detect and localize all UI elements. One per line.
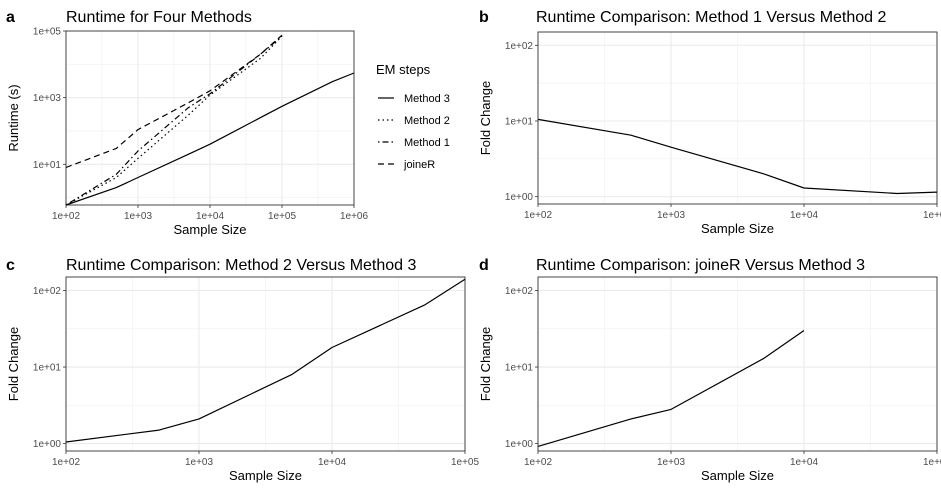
panel-tag: a [6,9,15,26]
y-tick-label: 1e+00 [33,439,62,450]
x-tick-label: 1e+04 [318,457,347,468]
y-tick-label: 1e+01 [33,160,62,171]
y-tick-label: 1e+02 [33,286,62,297]
x-tick-label: 1e+02 [524,210,553,221]
y-axis-title: Fold Change [478,81,493,155]
panel-border [537,276,938,452]
x-tick-label: 1e+02 [52,211,81,222]
y-tick-label: 1e+02 [505,286,534,297]
series-line-method-1 [65,35,283,206]
chart-panel-c: c Runtime Comparison: Method 2 Versus Met… [6,257,479,483]
y-tick-label: 1e+02 [505,41,534,52]
y-tick-label: 1e+03 [33,93,62,104]
legend-label: joineR [403,159,435,171]
x-tick-label: 1e+04 [196,211,225,222]
legend-title: EM steps [376,62,431,77]
y-axis-title: Fold Change [6,327,21,401]
x-tick-label: 1e+03 [657,210,686,221]
series-line-joiner [65,34,283,169]
chart-panel-b: b Runtime Comparison: Method 1 Versus Met… [478,9,941,236]
x-tick-label: 1e+04 [790,210,819,221]
x-tick-label: 1e+03 [124,211,153,222]
panel-border [537,31,938,205]
y-tick-label: 1e+00 [505,439,534,450]
series-line-method-3 [65,72,355,206]
y-tick-label: 1e+05 [33,27,62,38]
chart-title: Runtime Comparison: Method 1 Versus Meth… [536,9,887,26]
x-axis-title: Sample Size [701,468,774,483]
legend-label: Method 2 [404,115,450,127]
legend-label: Method 1 [404,137,450,149]
x-tick-label: 1e+05 [923,457,941,468]
legend-label: Method 3 [404,93,450,105]
x-tick-label: 1e+05 [268,211,297,222]
panel-border [65,30,355,206]
chart-panel-d: d Runtime Comparison: joineR Versus Metho… [478,257,941,483]
x-tick-label: 1e+05 [451,457,480,468]
chart-panel-a: a Runtime for Four Methods 1e+02 1e+03 1e+04… [6,9,450,237]
x-tick-label: 1e+02 [52,457,81,468]
y-axis-title: Runtime (s) [6,84,21,151]
x-tick-label: 1e+03 [185,457,214,468]
x-axis-title: Sample Size [174,222,247,237]
chart-title: Runtime Comparison: Method 2 Versus Meth… [66,257,417,274]
x-axis-title: Sample Size [701,221,774,236]
y-tick-label: 1e+01 [505,363,534,374]
series-line-method-2-method-3 [65,278,466,443]
x-tick-label: 1e+03 [657,457,686,468]
series-line-method-1-method-2 [537,118,938,195]
panel-border [65,276,466,452]
panel-tag: d [479,257,489,274]
y-tick-label: 1e+01 [33,363,62,374]
x-tick-label: 1e+05 [923,210,941,221]
x-tick-label: 1e+06 [340,211,369,222]
series-line-joiner-method-3 [537,330,805,447]
y-tick-label: 1e+00 [505,192,534,203]
chart-title: Runtime for Four Methods [66,9,252,26]
chart-title: Runtime Comparison: joineR Versus Method… [536,257,865,274]
y-axis-title: Fold Change [478,327,493,401]
x-tick-label: 1e+04 [790,457,819,468]
panel-tag: c [6,257,15,274]
x-axis-title: Sample Size [229,468,302,483]
y-tick-label: 1e+01 [505,116,534,127]
series-line-method-2 [65,35,283,206]
legend: EM steps Method 3 Method 2 Method 1 joineR [376,62,450,171]
panel-tag: b [479,9,489,26]
x-tick-label: 1e+02 [524,457,553,468]
